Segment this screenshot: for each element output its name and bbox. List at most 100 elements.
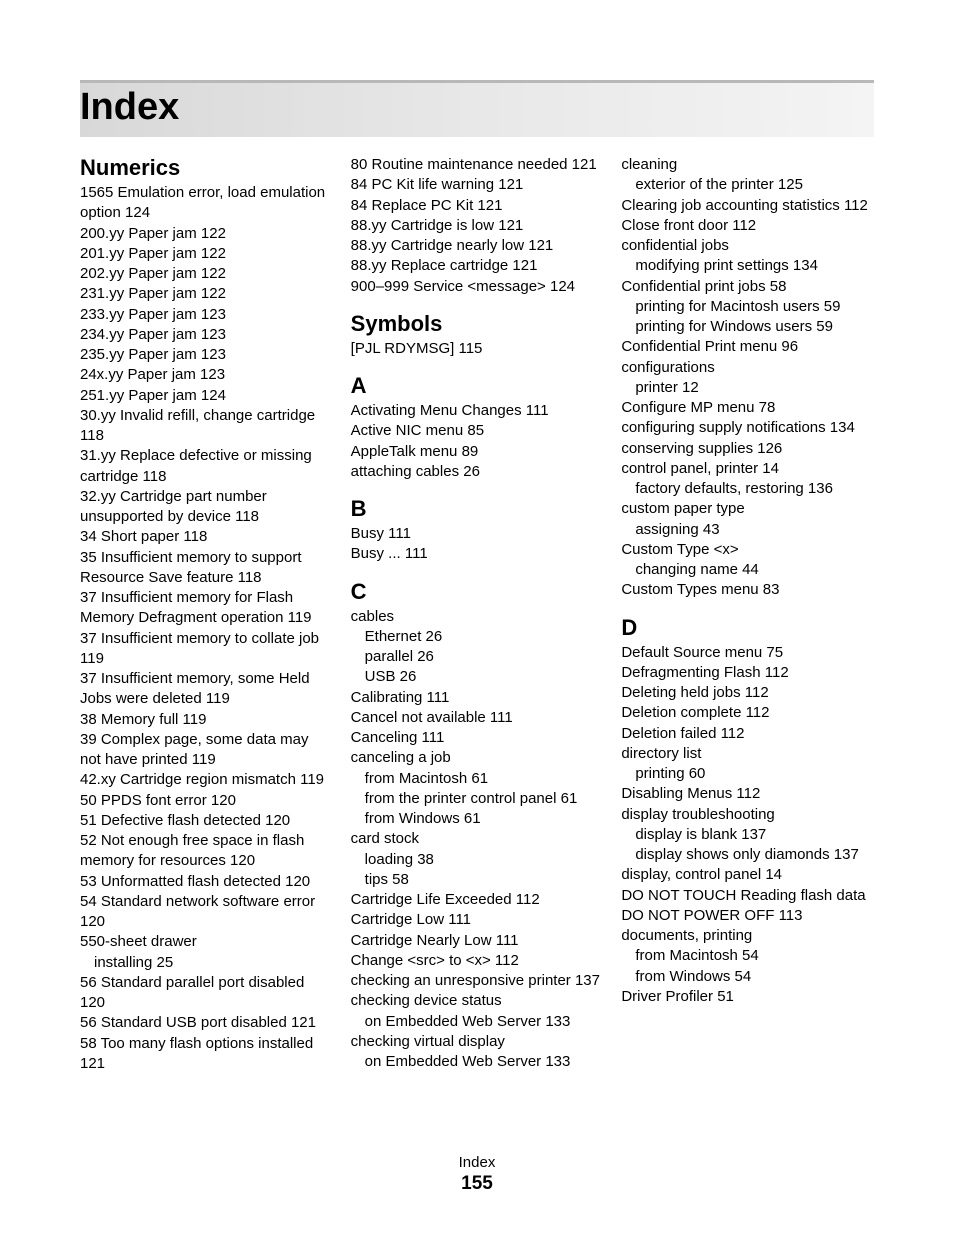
column-2: 80 Routine maintenance needed 12184 PC K… [351, 155, 604, 1074]
index-entry: checking virtual display [351, 1032, 604, 1052]
entries-d: Default Source menu 75Defragmenting Flas… [621, 643, 874, 1008]
index-entry: printing for Windows users 59 [621, 317, 874, 337]
index-entry: 88.yy Replace cartridge 121 [351, 256, 604, 276]
index-entry: display shows only diamonds 137 [621, 845, 874, 865]
index-entry: Change <src> to <x> 112 [351, 951, 604, 971]
index-entry: Disabling Menus 112 [621, 784, 874, 804]
index-entry: from Macintosh 61 [351, 769, 604, 789]
index-entry: Canceling 111 [351, 728, 604, 748]
index-entry: Defragmenting Flash 112 [621, 663, 874, 683]
index-entry: Cancel not available 111 [351, 708, 604, 728]
index-entry: Calibrating 111 [351, 688, 604, 708]
index-entry: 37 Insufficient memory, some Held Jobs w… [80, 669, 333, 710]
index-entry: Confidential print jobs 58 [621, 277, 874, 297]
heading-b: B [351, 496, 604, 522]
index-entry: assigning 43 [621, 520, 874, 540]
index-entry: 52 Not enough free space in flash memory… [80, 831, 333, 872]
index-entry: Active NIC menu 85 [351, 421, 604, 441]
index-entry: cleaning [621, 155, 874, 175]
heading-symbols: Symbols [351, 311, 604, 337]
index-entry: Cartridge Low 111 [351, 910, 604, 930]
index-entry: Custom Type <x> [621, 540, 874, 560]
heading-numerics: Numerics [80, 155, 333, 181]
index-entry: Deleting held jobs 112 [621, 683, 874, 703]
index-entry: Busy ... 111 [351, 544, 604, 564]
index-entry: 1565 Emulation error, load emulation opt… [80, 183, 333, 224]
index-entry: configuring supply notifications 134 [621, 418, 874, 438]
index-entry: 58 Too many flash options installed 121 [80, 1034, 333, 1075]
index-entry: changing name 44 [621, 560, 874, 580]
heading-a: A [351, 373, 604, 399]
entries-symbols: [PJL RDYMSG] 115 [351, 339, 604, 359]
page-number: 155 [0, 1173, 954, 1195]
index-entry: Cartridge Nearly Low 111 [351, 931, 604, 951]
page-footer: Index 155 [0, 1154, 954, 1195]
index-entry: from Windows 54 [621, 967, 874, 987]
index-entry: from Macintosh 54 [621, 946, 874, 966]
index-entry: Close front door 112 [621, 216, 874, 236]
index-entry: 201.yy Paper jam 122 [80, 244, 333, 264]
index-entry: on Embedded Web Server 133 [351, 1052, 604, 1072]
index-entry: canceling a job [351, 748, 604, 768]
column-1: Numerics 1565 Emulation error, load emul… [80, 155, 333, 1074]
footer-label: Index [0, 1154, 954, 1171]
entries-a: Activating Menu Changes 111Active NIC me… [351, 401, 604, 482]
entries-c-cont: cleaningexterior of the printer 125Clear… [621, 155, 874, 601]
index-entry: Cartridge Life Exceeded 112 [351, 890, 604, 910]
index-entry: exterior of the printer 125 [621, 175, 874, 195]
index-entry: AppleTalk menu 89 [351, 442, 604, 462]
index-entry: 233.yy Paper jam 123 [80, 305, 333, 325]
index-entry: custom paper type [621, 499, 874, 519]
index-entry: on Embedded Web Server 133 [351, 1012, 604, 1032]
index-entry: DO NOT TOUCH Reading flash data DO NOT P… [621, 886, 874, 927]
index-entry: checking device status [351, 991, 604, 1011]
index-entry: documents, printing [621, 926, 874, 946]
index-entry: 37 Insufficient memory for Flash Memory … [80, 588, 333, 629]
index-entry: parallel 26 [351, 647, 604, 667]
index-entry: 51 Defective flash detected 120 [80, 811, 333, 831]
index-entry: Activating Menu Changes 111 [351, 401, 604, 421]
index-entry: 32.yy Cartridge part number unsupported … [80, 487, 333, 528]
title-bar: Index [80, 80, 874, 137]
index-entry: Busy 111 [351, 524, 604, 544]
column-3: cleaningexterior of the printer 125Clear… [621, 155, 874, 1074]
index-entry: 234.yy Paper jam 123 [80, 325, 333, 345]
index-entry: control panel, printer 14 [621, 459, 874, 479]
index-entry: 38 Memory full 119 [80, 710, 333, 730]
index-entry: 80 Routine maintenance needed 121 [351, 155, 604, 175]
index-entry: 56 Standard USB port disabled 121 [80, 1013, 333, 1033]
index-entry: 50 PPDS font error 120 [80, 791, 333, 811]
entries-b: Busy 111Busy ... 111 [351, 524, 604, 565]
index-entry: 54 Standard network software error 120 [80, 892, 333, 933]
index-columns: Numerics 1565 Emulation error, load emul… [80, 155, 874, 1074]
index-entry: 84 PC Kit life warning 121 [351, 175, 604, 195]
entries-c: cablesEthernet 26parallel 26USB 26Calibr… [351, 607, 604, 1073]
index-entry: printer 12 [621, 378, 874, 398]
index-entry: 202.yy Paper jam 122 [80, 264, 333, 284]
index-entry: 550-sheet drawer [80, 932, 333, 952]
index-entry: display troubleshooting [621, 805, 874, 825]
index-entry: confidential jobs [621, 236, 874, 256]
index-entry: Driver Profiler 51 [621, 987, 874, 1007]
index-entry: 900–999 Service <message> 124 [351, 277, 604, 297]
index-entry: Deletion complete 112 [621, 703, 874, 723]
index-entry: 88.yy Cartridge is low 121 [351, 216, 604, 236]
index-entry: loading 38 [351, 850, 604, 870]
index-entry: display, control panel 14 [621, 865, 874, 885]
index-entry: modifying print settings 134 [621, 256, 874, 276]
index-entry: factory defaults, restoring 136 [621, 479, 874, 499]
entries-numerics-cont: 80 Routine maintenance needed 12184 PC K… [351, 155, 604, 297]
index-entry: 30.yy Invalid refill, change cartridge 1… [80, 406, 333, 447]
index-entry: configurations [621, 358, 874, 378]
index-entry: 31.yy Replace defective or missing cartr… [80, 446, 333, 487]
index-entry: 34 Short paper 118 [80, 527, 333, 547]
entries-numerics: 1565 Emulation error, load emulation opt… [80, 183, 333, 1074]
index-entry: printing 60 [621, 764, 874, 784]
index-entry: 200.yy Paper jam 122 [80, 224, 333, 244]
index-entry: 35 Insufficient memory to support Resour… [80, 548, 333, 589]
index-entry: attaching cables 26 [351, 462, 604, 482]
index-entry: 24x.yy Paper jam 123 [80, 365, 333, 385]
index-entry: Deletion failed 112 [621, 724, 874, 744]
index-entry: from Windows 61 [351, 809, 604, 829]
index-entry: 56 Standard parallel port disabled 120 [80, 973, 333, 1014]
